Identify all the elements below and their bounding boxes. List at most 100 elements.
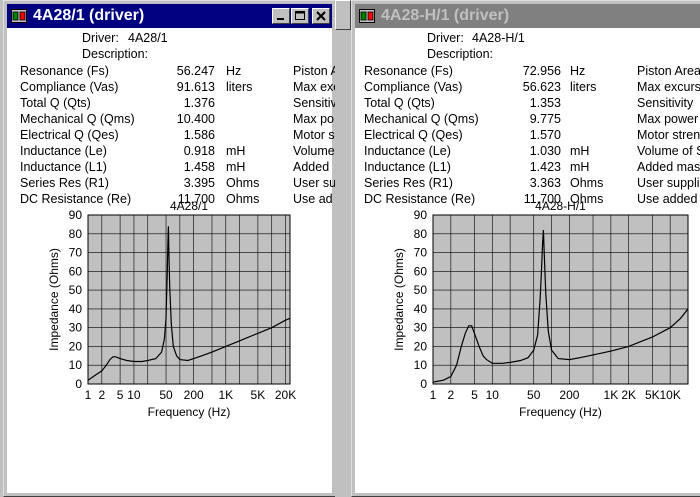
param-extra: Added mas xyxy=(637,160,700,174)
param-label: Mechanical Q (Qms) xyxy=(20,112,135,126)
x-tick-label: 1K xyxy=(218,388,233,402)
y-tick-label: 60 xyxy=(414,264,428,278)
x-tick-label: 5 xyxy=(117,388,124,402)
driver-value: 4A28-H/1 xyxy=(472,31,525,45)
param-unit: mH xyxy=(226,160,246,174)
param-value: 10.400 xyxy=(176,112,215,126)
chart-title: 4A28-H/1 xyxy=(535,199,586,213)
param-label: Resonance (Fs) xyxy=(20,64,109,78)
driver-window-2[interactable]: 4A28-H/1 (driver) Driver: 4A28-H/1 Descr… xyxy=(351,0,700,497)
maximize-button[interactable] xyxy=(291,8,309,24)
impedance-curve xyxy=(87,226,291,381)
x-axis-label: Frequency (Hz) xyxy=(519,405,602,419)
param-unit: Ohms xyxy=(226,176,260,190)
title-bar[interactable]: 4A28/1 (driver) xyxy=(7,4,332,28)
y-tick-label: 40 xyxy=(69,302,83,316)
param-value: 0.918 xyxy=(183,144,215,158)
param-unit: Ohms xyxy=(570,176,604,190)
param-label: Total Q (Qts) xyxy=(364,96,435,110)
param-value: 3.395 xyxy=(183,176,215,190)
param-extra: Motor stren xyxy=(637,128,700,142)
x-tick-label: 1K xyxy=(604,388,619,402)
param-label: Compliance (Vas) xyxy=(364,80,463,94)
description-label: Description: xyxy=(427,47,493,61)
speaker-app-icon[interactable] xyxy=(359,9,375,23)
title-bar[interactable]: 4A28-H/1 (driver) xyxy=(355,4,700,28)
param-unit: mH xyxy=(570,144,590,158)
param-label: Resonance (Fs) xyxy=(364,64,453,78)
y-axis-label: Impedance (Ohms) xyxy=(47,248,61,351)
param-extra: User su xyxy=(293,176,336,190)
x-tick-label: 1 xyxy=(430,388,437,402)
x-tick-label: 5K xyxy=(251,388,266,402)
driver-label: Driver: xyxy=(427,31,464,45)
param-value: 1.030 xyxy=(529,144,561,158)
param-value: 3.363 xyxy=(529,176,561,190)
param-value: 1.353 xyxy=(529,96,561,110)
x-tick-label: 10K xyxy=(659,388,680,402)
plot-area xyxy=(87,214,291,385)
minimize-button[interactable] xyxy=(272,8,290,24)
param-extra: Use added xyxy=(637,192,698,206)
param-extra: Sensitiv xyxy=(293,96,336,110)
description-label: Description: xyxy=(82,47,148,61)
param-extra: Max power xyxy=(637,112,699,126)
param-unit: mH xyxy=(570,160,590,174)
window-title: 4A28/1 (driver) xyxy=(33,7,145,24)
x-tick-label: 5K xyxy=(645,388,660,402)
plot-area xyxy=(432,214,689,385)
y-tick-label: 90 xyxy=(69,208,83,222)
param-label: Inductance (Le) xyxy=(20,144,107,158)
scrollbar-thumb[interactable] xyxy=(335,0,351,30)
window-content: Driver: 4A28/1 Description: 0 10 20 30 40 50 6… xyxy=(7,28,335,493)
x-tick-label: 2 xyxy=(98,388,105,402)
param-unit: liters xyxy=(570,80,597,94)
param-unit: Hz xyxy=(226,64,242,78)
vertical-scrollbar[interactable] xyxy=(335,0,351,497)
y-tick-label: 0 xyxy=(420,377,427,391)
x-tick-label: 50 xyxy=(527,388,541,402)
param-label: Inductance (L1) xyxy=(20,160,107,174)
y-tick-label: 20 xyxy=(414,339,428,353)
y-tick-label: 70 xyxy=(414,246,428,260)
close-icon xyxy=(316,11,326,21)
x-tick-label: 2K xyxy=(621,388,636,402)
driver-window-1[interactable]: 4A28/1 (driver) Driver: 4A28/1 Descripti… xyxy=(3,0,336,497)
param-extra: Max po xyxy=(293,112,334,126)
x-tick-label: 200 xyxy=(184,388,204,402)
param-extra: Max exc xyxy=(293,80,336,94)
param-label: Series Res (R1) xyxy=(20,176,109,190)
y-tick-label: 50 xyxy=(414,283,428,297)
param-label: Inductance (L1) xyxy=(364,160,451,174)
y-tick-label: 40 xyxy=(414,302,428,316)
x-tick-label: 50 xyxy=(159,388,173,402)
param-extra: Max excurs xyxy=(637,80,700,94)
maximize-icon xyxy=(295,11,305,20)
param-value: 9.775 xyxy=(529,112,561,126)
y-tick-label: 20 xyxy=(69,339,83,353)
y-tick-label: 80 xyxy=(414,227,428,241)
close-button[interactable] xyxy=(312,8,330,24)
chart-title: 4A28/1 xyxy=(170,199,208,213)
x-tick-label: 20K xyxy=(275,388,296,402)
param-extra: Volume xyxy=(293,144,335,158)
param-label: Compliance (Vas) xyxy=(20,80,119,94)
x-tick-label: 10 xyxy=(127,388,141,402)
param-value: 56.247 xyxy=(176,64,215,78)
y-tick-label: 90 xyxy=(414,208,428,222)
y-tick-label: 10 xyxy=(69,358,83,372)
param-extra: Motor s xyxy=(293,128,335,142)
param-label: Total Q (Qts) xyxy=(20,96,91,110)
x-tick-label: 200 xyxy=(559,388,579,402)
param-label: Electrical Q (Qes) xyxy=(20,128,119,142)
speaker-app-icon[interactable] xyxy=(11,9,27,23)
param-extra: Volume of S xyxy=(637,144,700,158)
param-label: DC Resistance (Re) xyxy=(20,192,132,206)
param-value: 1.423 xyxy=(529,160,561,174)
param-extra: Piston A xyxy=(293,64,336,78)
y-tick-label: 0 xyxy=(75,377,82,391)
y-tick-label: 10 xyxy=(414,358,428,372)
param-unit: Ohms xyxy=(226,192,260,206)
param-value: 11.700 xyxy=(523,192,561,206)
